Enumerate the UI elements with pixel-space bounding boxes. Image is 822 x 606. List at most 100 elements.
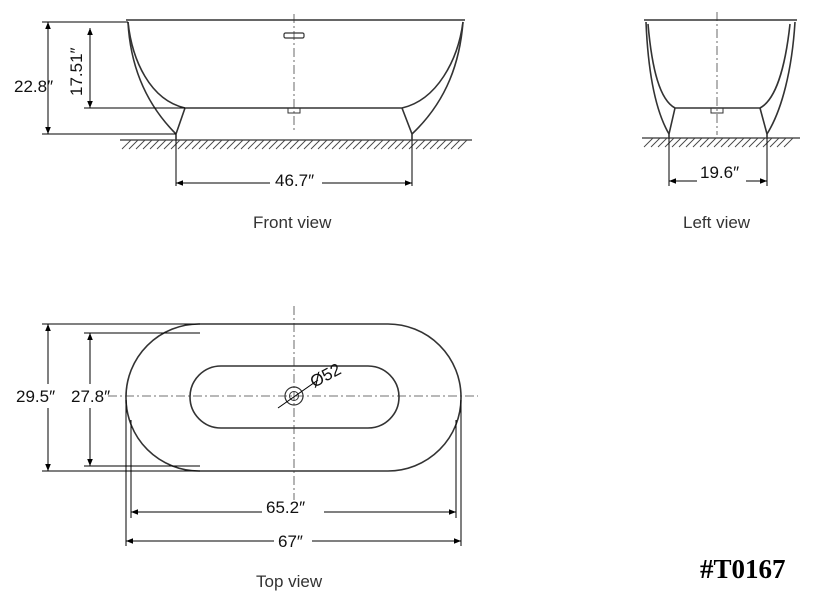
floor-hatch-stroke (734, 137, 745, 148)
floor-hatch-stroke (671, 137, 682, 148)
front-view-rim (126, 19, 465, 140)
drain-icon (287, 107, 301, 114)
floor-hatch-stroke (443, 139, 454, 150)
floor-hatch-stroke (282, 139, 293, 150)
floor-hatch-stroke (205, 139, 216, 150)
floor-hatch-stroke (275, 139, 286, 150)
drain-diameter-label: Ø52 (307, 360, 344, 392)
floor-hatch-stroke (450, 139, 461, 150)
floor-hatch-stroke (429, 139, 440, 150)
floor-hatch-stroke (289, 139, 300, 150)
left-view-floor-hatch (643, 137, 794, 148)
floor-hatch-stroke (776, 137, 787, 148)
floor-hatch-stroke (149, 139, 160, 150)
floor-hatch-stroke (121, 139, 132, 150)
top-view-outer-rim (125, 323, 462, 472)
floor-hatch-stroke (254, 139, 265, 150)
overall-height-label: 22.8″ (14, 77, 53, 96)
floor-hatch-stroke (720, 137, 731, 148)
floor-hatch-stroke (387, 139, 398, 150)
inner-length-label: 65.2″ (266, 498, 305, 517)
floor-hatch-stroke (394, 139, 405, 150)
outer-length-label: 67″ (278, 532, 303, 551)
floor-hatch-stroke (331, 139, 342, 150)
floor-hatch-stroke (366, 139, 377, 150)
floor-hatch-stroke (373, 139, 384, 150)
base-length-label: 46.7″ (275, 171, 314, 190)
left-view-drain-icon (710, 107, 724, 114)
front-view-inner-bowl (127, 21, 464, 109)
floor-hatch-stroke (408, 139, 419, 150)
floor-hatch-stroke (741, 137, 752, 148)
floor-hatch-stroke (457, 139, 468, 150)
floor-hatch-stroke (685, 137, 696, 148)
left-view-outer-shell (644, 19, 797, 135)
floor-hatch-stroke (643, 137, 654, 148)
outer-width-label: 29.5″ (16, 387, 55, 406)
floor-hatch-stroke (296, 139, 307, 150)
model-number: #T0167 (700, 554, 786, 584)
floor-hatch-stroke (240, 139, 251, 150)
left-view: 19.6″ Left view (642, 12, 800, 232)
front-view: 22.8″ 17.51″ 46.7″ Front view (14, 14, 472, 232)
floor-hatch-stroke (233, 139, 244, 150)
floor-hatch-stroke (415, 139, 426, 150)
floor-hatch-stroke (436, 139, 447, 150)
floor-hatch-stroke (135, 139, 146, 150)
inner-width-label: 27.8″ (71, 387, 110, 406)
floor-hatch-stroke (783, 137, 794, 148)
floor-hatch-stroke (727, 137, 738, 148)
floor-hatch-stroke (692, 137, 703, 148)
floor-hatch-stroke (226, 139, 237, 150)
floor-hatch-stroke (380, 139, 391, 150)
left-view-caption: Left view (683, 213, 751, 232)
top-view-caption: Top view (256, 572, 323, 591)
floor-hatch-stroke (268, 139, 279, 150)
floor-hatch-stroke (303, 139, 314, 150)
top-view-inner-bowl (189, 365, 400, 429)
floor-hatch-stroke (657, 137, 668, 148)
left-base-width-label: 19.6″ (700, 163, 739, 182)
floor-hatch-stroke (317, 139, 328, 150)
floor-hatch-stroke (422, 139, 433, 150)
floor-hatch-stroke (177, 139, 188, 150)
floor-hatch-stroke (191, 139, 202, 150)
floor-hatch-stroke (769, 137, 780, 148)
top-view-drain-outer-icon (284, 386, 304, 406)
floor-hatch-stroke (338, 139, 349, 150)
top-view-drain-inner-icon (289, 391, 299, 401)
front-view-caption: Front view (253, 213, 332, 232)
floor-hatch-stroke (401, 139, 412, 150)
floor-hatch-stroke (755, 137, 766, 148)
floor-hatch-stroke (748, 137, 759, 148)
floor-hatch-stroke (184, 139, 195, 150)
floor-hatch-stroke (261, 139, 272, 150)
floor-hatch-stroke (706, 137, 717, 148)
floor-hatch-stroke (713, 137, 724, 148)
floor-hatch-stroke (163, 139, 174, 150)
floor-hatch-stroke (142, 139, 153, 150)
floor-hatch-stroke (310, 139, 321, 150)
floor-hatch-stroke (678, 137, 689, 148)
floor-hatch-stroke (247, 139, 258, 150)
floor-hatch-stroke (699, 137, 710, 148)
floor-hatch-stroke (198, 139, 209, 150)
floor-hatch-stroke (156, 139, 167, 150)
floor-hatch-stroke (219, 139, 230, 150)
floor-hatch-stroke (359, 139, 370, 150)
overflow-icon (283, 32, 305, 39)
floor-hatch-stroke (650, 137, 661, 148)
drain-leader-line (277, 379, 319, 409)
front-view-outer-shell (127, 21, 464, 135)
interior-depth-label: 17.51″ (67, 47, 86, 96)
left-view-feet (668, 107, 768, 138)
floor-hatch-stroke (212, 139, 223, 150)
floor-hatch-stroke (345, 139, 356, 150)
floor-hatch-stroke (352, 139, 363, 150)
front-view-floor-hatch (121, 139, 468, 150)
top-view: Ø52 29.5″ 27.8″ 65.2″ 67″ Top view (16, 306, 478, 591)
left-view-inner-bowl (647, 23, 791, 109)
floor-hatch-stroke (128, 139, 139, 150)
floor-hatch-stroke (324, 139, 335, 150)
